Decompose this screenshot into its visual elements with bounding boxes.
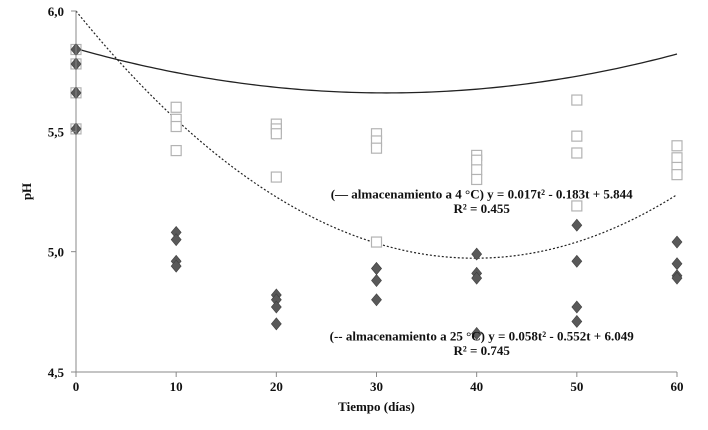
y-axis-title: pH: [19, 183, 34, 200]
point-25c: [471, 327, 483, 340]
point-4c: [270, 171, 282, 183]
point-25c: [371, 274, 382, 288]
point-4c: [571, 130, 583, 142]
point-25c: [170, 259, 182, 273]
point-25c: [571, 300, 583, 314]
x-tick-label: 20: [270, 379, 283, 394]
point-4c: [170, 101, 182, 113]
point-25c: [571, 254, 583, 268]
point-4c: [170, 144, 182, 157]
point-25c: [671, 235, 683, 249]
point-25c: [671, 271, 683, 285]
annotation-eq-4c: (— almacenamiento a 4 °C) y = 0.017t² - …: [331, 187, 633, 202]
annotation-r2-4c: R² = 0.455: [453, 201, 510, 216]
point-4c: [571, 94, 583, 106]
point-4c: [571, 147, 583, 159]
point-25c: [571, 218, 583, 232]
point-25c: [270, 317, 282, 331]
point-4c: [671, 152, 683, 164]
y-tick-label: 5,0: [48, 245, 64, 260]
point-4c: [370, 236, 383, 248]
y-tick-label: 5,5: [48, 124, 65, 139]
annotation-r2-25c: R² = 0.745: [453, 343, 510, 358]
point-4c: [471, 164, 483, 176]
point-4c: [671, 169, 683, 181]
point-4c: [471, 154, 483, 166]
point-25c: [371, 262, 382, 275]
point-4c: [571, 200, 583, 212]
x-tick-label: 60: [671, 379, 684, 394]
point-4c: [270, 128, 282, 140]
ticks: 0 10 20 30 40 50 60 4,5 5,0 5,5 6,0: [48, 4, 684, 394]
y-tick-label: 4,5: [48, 365, 65, 380]
x-tick-label: 40: [470, 379, 483, 394]
y-tick-label: 6,0: [48, 4, 64, 19]
x-tick-label: 0: [73, 379, 80, 394]
x-tick-label: 30: [370, 379, 383, 394]
point-25c: [170, 233, 182, 247]
point-4c: [370, 142, 383, 154]
point-25c: [371, 293, 382, 307]
point-25c: [471, 247, 483, 261]
annotation-eq-25c: (-- almacenamiento a 25 °C) y = 0.058t² …: [330, 329, 635, 344]
point-4c: [170, 120, 182, 133]
x-axis-title: Tiempo (días): [338, 399, 415, 414]
fit-curve-4c: [75, 47, 678, 94]
x-tick-label: 50: [570, 379, 583, 394]
point-25c: [270, 300, 282, 314]
annotations: (— almacenamiento a 4 °C) y = 0.017t² - …: [330, 187, 635, 358]
x-tick-label: 10: [170, 379, 183, 394]
point-4c: [471, 173, 483, 186]
point-4c: [671, 140, 683, 152]
point-25c: [571, 314, 583, 328]
point-25c: [671, 257, 683, 271]
point-25c: [471, 271, 483, 285]
